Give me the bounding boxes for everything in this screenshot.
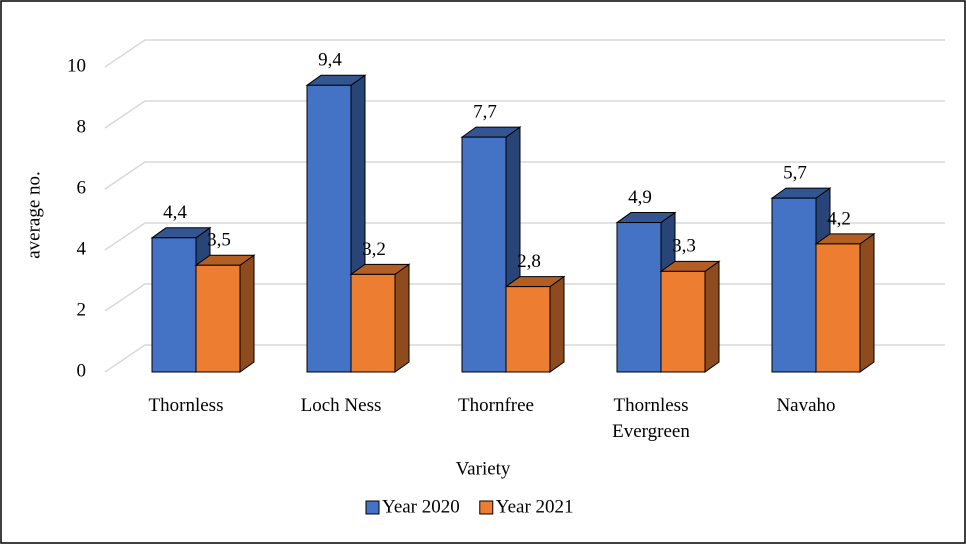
bar [195,264,241,373]
grid-line [104,100,945,129]
legend-swatch [365,500,380,515]
data-label: 3,3 [672,236,696,257]
x-tick-label: Navaho [776,395,836,416]
y-tick-label: 4 [77,238,87,259]
bar [505,286,551,373]
legend-label: Year 2020 [382,496,460,517]
bar [306,84,352,373]
bar [771,197,817,373]
data-label: 4,4 [163,202,187,223]
bar-side [239,254,255,373]
bar-side [859,232,875,373]
data-label: 4,9 [628,187,652,208]
x-axis-title: Variety [456,458,511,479]
bar-side [549,275,565,373]
bar [151,237,197,373]
grid-line [104,39,945,68]
grid-line [104,222,945,251]
y-tick-label: 10 [67,55,86,76]
y-tick-label: 2 [77,299,87,320]
data-label: 5,7 [783,163,807,184]
x-tick-label: Thornless [148,395,224,416]
data-label: 7,7 [473,102,497,123]
x-tick-label: Loch Ness [300,395,382,416]
data-label: 3,5 [207,230,231,251]
x-tick-label: Thornfree [458,395,534,416]
data-label: 2,8 [517,251,541,272]
bar [660,270,706,373]
legend-swatch [479,500,494,515]
y-tick-label: 0 [77,360,87,381]
bar [616,222,662,373]
y-axis-title: average no. [23,171,44,259]
legend-label: Year 2021 [496,496,574,517]
data-label: 4,2 [827,208,851,229]
y-tick-label: 6 [77,177,87,198]
bar-side [704,260,720,373]
grid-line [104,161,945,190]
bar [350,273,396,373]
bar [815,243,861,373]
bar [461,136,507,373]
bar-side [394,263,410,373]
data-label: 9,4 [318,50,342,71]
x-tick-label: Thornless Evergreen [612,395,690,442]
y-tick-label: 8 [77,116,87,137]
data-label: 3,2 [362,239,386,260]
